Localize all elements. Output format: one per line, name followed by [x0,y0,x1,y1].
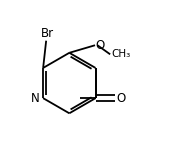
Text: CH₃: CH₃ [111,49,130,59]
Text: N: N [31,92,40,105]
Text: Br: Br [41,27,54,40]
Text: O: O [116,92,125,105]
Text: O: O [96,39,105,52]
